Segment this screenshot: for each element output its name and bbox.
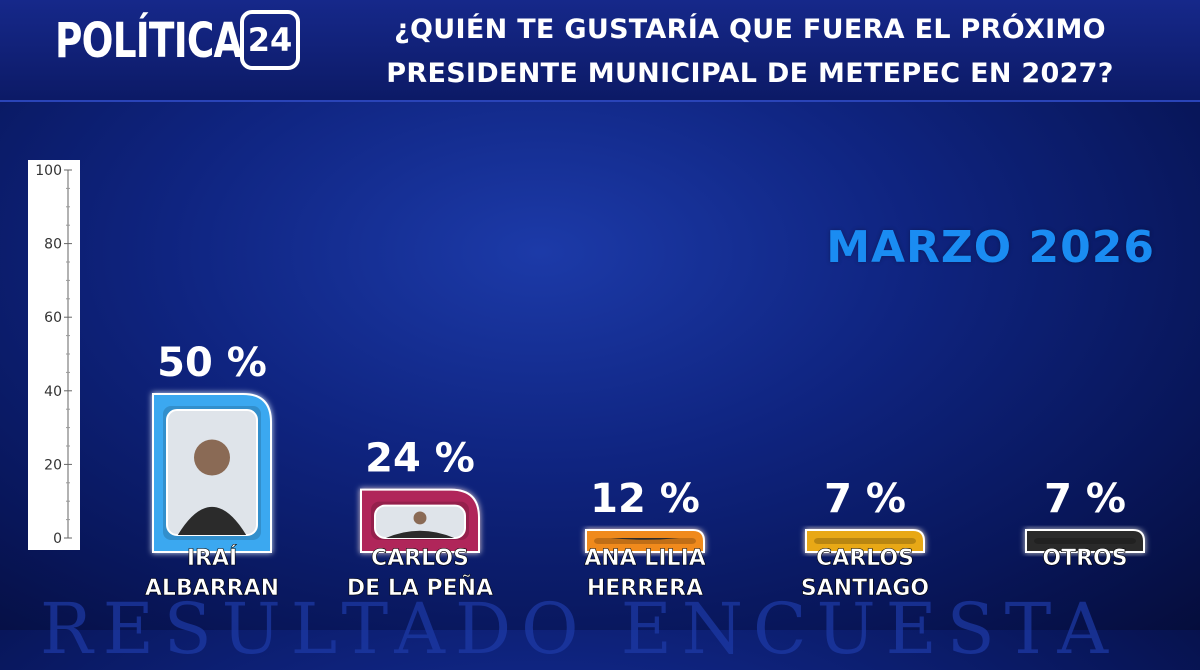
category-label: ANA LILIA	[584, 546, 706, 571]
category-label: CARLOS	[816, 546, 914, 571]
photo-body-shape	[177, 506, 247, 535]
bar-inner-panel	[1034, 538, 1136, 544]
category-label: DE LA PEÑA	[347, 575, 493, 601]
title-line-1: ¿QUIÉN TE GUSTARÍA QUE FUERA EL PRÓXIMO	[394, 14, 1106, 45]
bar	[585, 529, 705, 553]
bar-inner-panel	[594, 538, 696, 544]
axis-background	[28, 160, 80, 550]
header-bar: POLÍTICA 24 ¿QUIÉN TE GUSTARÍA QUE FUERA…	[0, 0, 1200, 102]
y-tick-label: 0	[53, 531, 62, 547]
photo-head-shape	[413, 511, 427, 525]
chart-title: ¿QUIÉN TE GUSTARÍA QUE FUERA EL PRÓXIMO …	[300, 8, 1200, 96]
y-axis: 0 20 40 60 80 100	[28, 160, 80, 550]
bar-group: 12 % ANA LILIA HERRERA	[584, 476, 706, 601]
bar-group: 7 % CARLOS SANTIAGO	[801, 476, 930, 601]
value-label: 12 %	[590, 476, 700, 522]
y-tick-label: 100	[35, 163, 62, 179]
category-label: OTROS	[1042, 546, 1127, 571]
bars: 50 % IRAÍ ALBARRAN 24 % CARLOS DE LA PEÑA 12 %…	[145, 340, 1145, 602]
category-label: IRAÍ	[187, 545, 237, 571]
value-label: 7 %	[1044, 476, 1126, 522]
bar-group: 7 % OTROS	[1025, 476, 1145, 571]
y-tick-label: 40	[44, 384, 62, 400]
bar	[805, 529, 925, 553]
bar-group: 24 % CARLOS DE LA PEÑA	[347, 436, 494, 602]
category-label: HERRERA	[587, 576, 703, 601]
logo: POLÍTICA 24	[55, 6, 300, 76]
date-label: MARZO 2026	[826, 222, 1155, 273]
y-tick-label: 80	[44, 237, 62, 253]
category-label: CARLOS	[371, 546, 469, 571]
bar-group: 50 % IRAÍ ALBARRAN	[145, 340, 280, 601]
value-label: 24 %	[365, 436, 475, 482]
y-tick-label: 20	[44, 457, 62, 473]
bar-chart: 0 20 40 60 80 100 50 % IRAÍ ALBARRAN 24 % CARLOS D…	[28, 160, 1145, 602]
value-label: 7 %	[824, 476, 906, 522]
bar-inner-panel	[814, 538, 916, 544]
photo-head-shape	[194, 439, 230, 476]
category-label: ALBARRAN	[145, 576, 279, 601]
photo-body-shape	[385, 530, 455, 538]
bar	[1025, 529, 1145, 553]
title-line-2: PRESIDENTE MUNICIPAL DE METEPEC EN 2027?	[386, 58, 1114, 89]
photo-body-shape	[610, 538, 680, 540]
logo-badge: 24	[240, 10, 300, 70]
y-tick-label: 60	[44, 310, 62, 326]
category-label: SANTIAGO	[801, 576, 929, 601]
value-label: 50 %	[157, 340, 267, 386]
